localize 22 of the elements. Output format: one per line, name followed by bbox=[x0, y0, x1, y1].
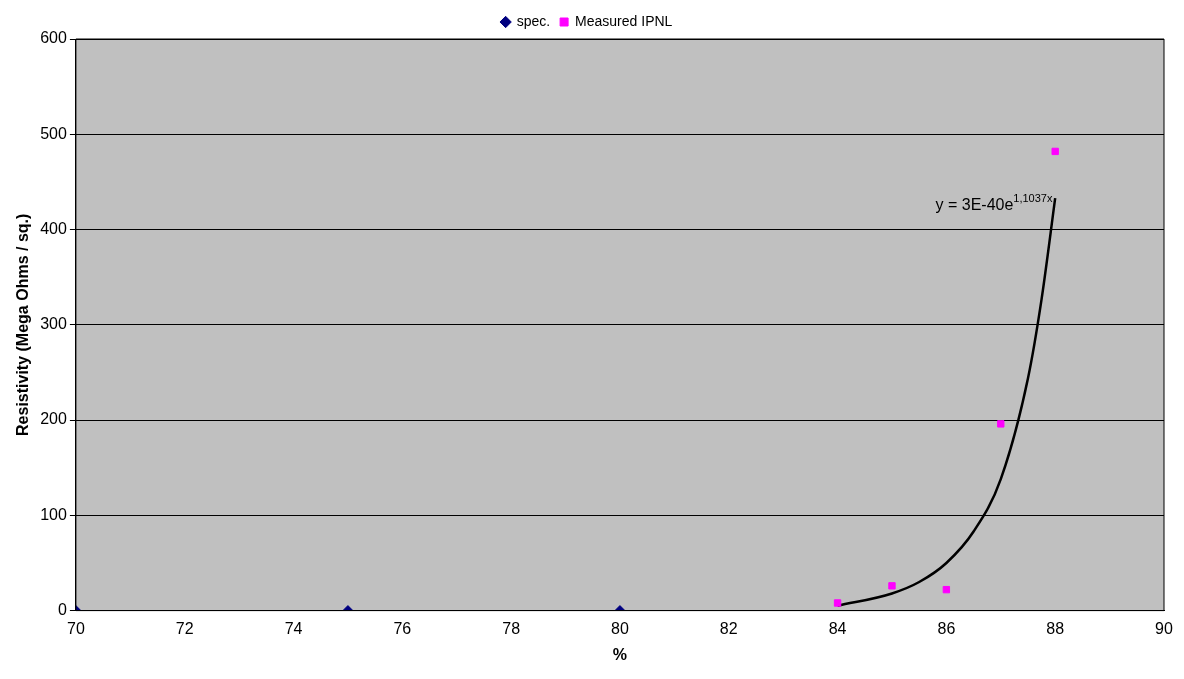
x-tick-label: 84 bbox=[828, 619, 847, 637]
x-tick-label: 78 bbox=[502, 619, 521, 637]
y-tick-label: 0 bbox=[57, 601, 67, 619]
y-tick-label: 100 bbox=[40, 505, 67, 523]
legend-label: Measured IPNL bbox=[575, 12, 673, 29]
x-tick-label: 72 bbox=[175, 619, 194, 637]
y-tick-label: 400 bbox=[40, 219, 67, 237]
legend-label: spec. bbox=[516, 12, 551, 29]
y-axis-title: Resistivity (Mega Ohms / sq.) bbox=[14, 213, 32, 436]
x-tick-label: 76 bbox=[393, 619, 412, 637]
x-tick-label: 80 bbox=[611, 619, 629, 637]
x-tick-label: 86 bbox=[937, 619, 956, 637]
x-tick-label: 90 bbox=[1155, 619, 1173, 637]
x-tick-label: 70 bbox=[67, 619, 85, 637]
y-tick-label: 500 bbox=[40, 124, 67, 142]
x-tick-label: 88 bbox=[1046, 619, 1065, 637]
x-tick-label: 74 bbox=[284, 619, 303, 637]
y-tick-label: 200 bbox=[40, 410, 67, 428]
y-tick-label: 300 bbox=[40, 315, 67, 333]
y-tick-label: 600 bbox=[40, 29, 67, 47]
x-axis-title: % bbox=[612, 645, 628, 663]
x-tick-label: 82 bbox=[719, 619, 738, 637]
